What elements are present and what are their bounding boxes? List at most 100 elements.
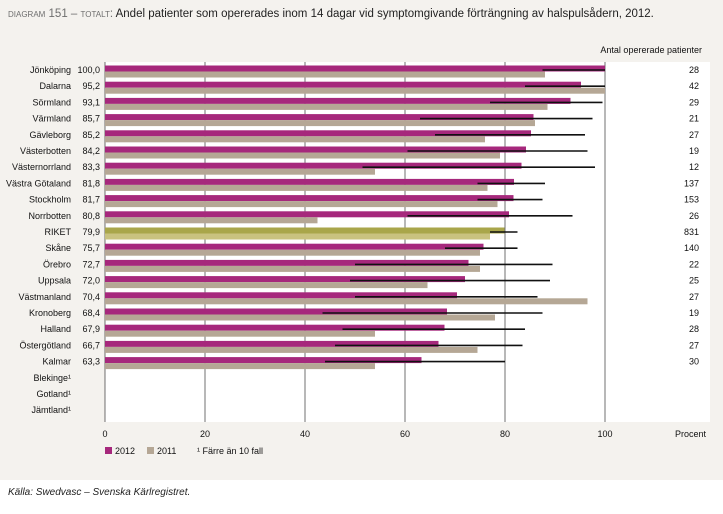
value-label: 68,4 — [82, 308, 100, 318]
legend-swatch — [147, 447, 154, 454]
bar-2011 — [105, 249, 480, 256]
category-label: Värmland — [32, 114, 71, 124]
bar-2012 — [105, 308, 447, 315]
count-label: 12 — [689, 162, 699, 172]
diagram-title-text: Andel patienter som opererades inom 14 d… — [115, 8, 654, 20]
value-label: 81,8 — [82, 178, 100, 188]
count-label: 21 — [689, 114, 699, 124]
value-label: 81,7 — [82, 195, 100, 205]
category-label: Västmanland — [18, 292, 71, 302]
value-label: 70,4 — [82, 292, 100, 302]
bar-2011 — [105, 298, 588, 305]
value-label: 72,0 — [82, 276, 100, 286]
bar-2011 — [105, 330, 375, 337]
category-label: Blekinge¹ — [33, 373, 71, 383]
count-label: 26 — [689, 211, 699, 221]
bar-2012 — [105, 114, 534, 121]
bar-2012 — [105, 211, 509, 218]
category-label: Gotland¹ — [36, 389, 71, 399]
bar-2011 — [105, 201, 498, 208]
count-label: 27 — [689, 130, 699, 140]
value-label: 63,3 — [82, 357, 100, 367]
bar-2012 — [105, 227, 505, 234]
count-label: 30 — [689, 357, 699, 367]
legend-footnote: ¹ Färre än 10 fall — [197, 446, 263, 456]
bar-2011 — [105, 314, 495, 321]
bar-2012 — [105, 276, 465, 283]
bar-2012 — [105, 195, 514, 202]
bar-2011 — [105, 184, 488, 191]
diagram-tag: diagram 151 – totalt: — [8, 8, 114, 20]
value-label: 85,7 — [82, 114, 100, 124]
legend-label: 2011 — [157, 446, 176, 456]
value-label: 83,3 — [82, 162, 100, 172]
bar-2012 — [105, 357, 422, 364]
bar-2012 — [105, 243, 484, 250]
category-label: Stockholm — [29, 195, 71, 205]
bar-2012 — [105, 340, 439, 347]
category-label: Uppsala — [38, 276, 71, 286]
bar-2012 — [105, 324, 445, 331]
bar-2011 — [105, 71, 545, 78]
category-label: Norrbotten — [28, 211, 71, 221]
x-tick-label: 100 — [597, 429, 612, 439]
count-label: 25 — [689, 276, 699, 286]
bar-2011 — [105, 103, 548, 110]
source-note: Källa: Swedvasc – Svenska Kärlregistret. — [8, 487, 191, 498]
category-label: Västernorrland — [12, 162, 71, 172]
bar-2012 — [105, 146, 526, 153]
bar-2011 — [105, 136, 485, 143]
count-label: 831 — [684, 227, 699, 237]
bar-2011 — [105, 217, 318, 224]
category-label: Jönköping — [30, 65, 71, 75]
bar-2011 — [105, 87, 605, 94]
x-tick-label: 0 — [102, 429, 107, 439]
bar-2011 — [105, 152, 500, 159]
bar-2011 — [105, 120, 535, 127]
category-label: Västra Götaland — [6, 178, 71, 188]
category-label: Västerbotten — [20, 146, 71, 156]
x-tick-label: 60 — [400, 429, 410, 439]
bar-2012 — [105, 65, 605, 72]
category-label: RIKET — [44, 227, 71, 237]
count-label: 28 — [689, 65, 699, 75]
category-label: Kronoberg — [29, 308, 71, 318]
count-label: 29 — [689, 97, 699, 107]
bar-2012 — [105, 259, 469, 266]
bar-2011 — [105, 282, 428, 289]
category-label: Dalarna — [39, 81, 71, 91]
count-label: 153 — [684, 195, 699, 205]
legend-label: 2012 — [115, 446, 135, 456]
bar-2011 — [105, 265, 480, 272]
bar-2012 — [105, 130, 531, 137]
value-label: 75,7 — [82, 243, 100, 253]
category-label: Halland — [40, 324, 71, 334]
bar-2012 — [105, 178, 514, 185]
category-label: Sörmland — [32, 97, 71, 107]
bar-chart: 0 20 40 60 80 100 Procent Antal opererade patie… — [6, 45, 710, 456]
bar-2011 — [105, 168, 375, 175]
category-label: Östergötland — [19, 340, 71, 350]
value-label: 100,0 — [77, 65, 100, 75]
bar-2012 — [105, 97, 571, 104]
category-label: Gävleborg — [29, 130, 71, 140]
bar-2011 — [105, 363, 375, 370]
value-label: 95,2 — [82, 81, 100, 91]
value-label: 93,1 — [82, 97, 100, 107]
legend-swatch — [105, 447, 112, 454]
category-label: Skåne — [45, 243, 71, 253]
bar-2012 — [105, 162, 522, 169]
count-label: 137 — [684, 178, 699, 188]
bar-2011 — [105, 233, 490, 240]
value-label: 80,8 — [82, 211, 100, 221]
value-label: 72,7 — [82, 259, 100, 269]
x-tick-label: 40 — [300, 429, 310, 439]
value-label: 85,2 — [82, 130, 100, 140]
count-label: 22 — [689, 259, 699, 269]
x-tick-label: 80 — [500, 429, 510, 439]
count-label: 19 — [689, 308, 699, 318]
x-axis-label: Procent — [675, 429, 707, 439]
count-label: 27 — [689, 340, 699, 350]
bar-2012 — [105, 81, 581, 88]
category-label: Kalmar — [42, 357, 71, 367]
